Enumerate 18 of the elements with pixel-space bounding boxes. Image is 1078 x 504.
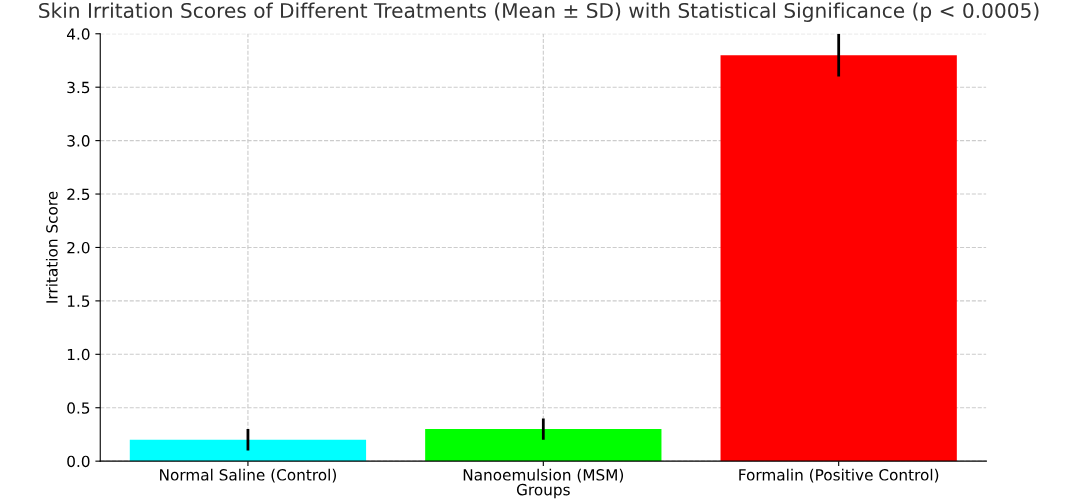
x-axis-title: Groups [516,483,570,499]
y-tick-label: 3.5 [67,81,90,94]
y-tick-label: 1.5 [67,295,90,307]
bar [720,55,957,462]
bar [129,439,367,462]
y-tick-label: 2.5 [67,188,90,201]
x-tick-label: Nanoemulsion (MSM) [463,468,624,483]
bar [425,429,662,462]
y-tick-label: 3.0 [67,135,90,147]
x-tick-label: Formalin (Positive Control) [739,468,939,483]
chart-title: Skin Irritation Scores of Different Treatments (Mean ± SD) with Statistical Significance (p < 0.0005) [39,2,1039,23]
y-tick-label: 4.0 [66,28,90,40]
y-tick-label: 0.5 [67,402,90,414]
y-axis-title: Irritation Score [45,191,58,303]
y-tick-label: 1.0 [67,348,90,361]
y-tick-label: 2.0 [67,241,90,254]
y-tick-label: 0.0 [67,455,90,468]
x-tick-label: Normal Saline (Control) [160,468,337,483]
